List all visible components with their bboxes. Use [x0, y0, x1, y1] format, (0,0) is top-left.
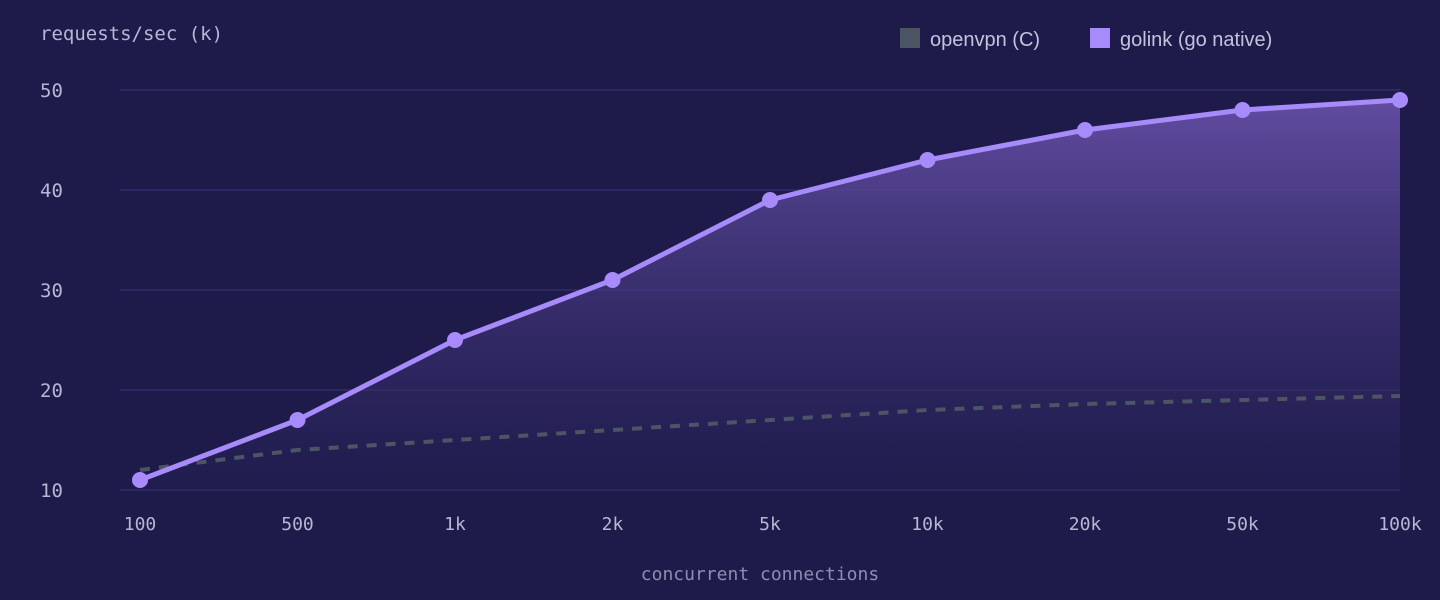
x-axis-title: concurrent connections — [641, 564, 879, 585]
legend-label-golink: golink (go native) — [1120, 29, 1272, 51]
x-tick-labels: 100 500 1k 2k 5k 10k 20k 50k 100k — [124, 514, 1422, 535]
y-tick-label-30: 30 — [40, 280, 63, 302]
legend-label-openvpn: openvpn (C) — [930, 29, 1040, 51]
marker-layer — [132, 92, 1408, 488]
point-golink-2k — [604, 272, 621, 288]
y-axis-title: requests/sec (k) — [40, 23, 223, 45]
legend-swatch-openvpn — [900, 28, 920, 48]
y-tick-label-40: 40 — [40, 180, 63, 202]
point-golink-5k — [762, 192, 778, 208]
legend-swatch-golink — [1090, 28, 1110, 48]
x-tick-label-50k: 50k — [1226, 514, 1259, 535]
x-tick-label-2k: 2k — [602, 514, 624, 535]
point-golink-20k — [1077, 122, 1093, 138]
point-golink-100 — [132, 472, 148, 488]
x-tick-label-1k: 1k — [444, 514, 466, 535]
area-fill-golink — [140, 100, 1400, 490]
area-layer — [140, 100, 1400, 490]
series-line-openvpn — [139, 394, 1401, 472]
legend-item-golink: golink (go native) — [1090, 28, 1272, 51]
y-tick-label-50: 50 — [40, 80, 63, 102]
point-golink-10k — [919, 152, 936, 168]
point-golink-50k — [1234, 102, 1251, 118]
legend-item-openvpn: openvpn (C) — [900, 28, 1040, 51]
x-tick-label-500: 500 — [281, 514, 314, 535]
y-tick-labels: 10 20 30 40 50 — [40, 80, 63, 502]
x-tick-label-10k: 10k — [911, 514, 944, 535]
legend: openvpn (C) golink (go native) — [900, 28, 1272, 51]
point-golink-100k — [1392, 92, 1408, 108]
x-tick-label-5k: 5k — [759, 514, 781, 535]
y-tick-label-10: 10 — [40, 480, 63, 502]
point-golink-500 — [289, 412, 306, 428]
point-golink-1k — [447, 332, 463, 348]
x-tick-label-100k: 100k — [1378, 514, 1422, 535]
x-tick-label-100: 100 — [124, 514, 157, 535]
y-tick-label-20: 20 — [40, 380, 63, 402]
x-tick-label-20k: 20k — [1069, 514, 1102, 535]
